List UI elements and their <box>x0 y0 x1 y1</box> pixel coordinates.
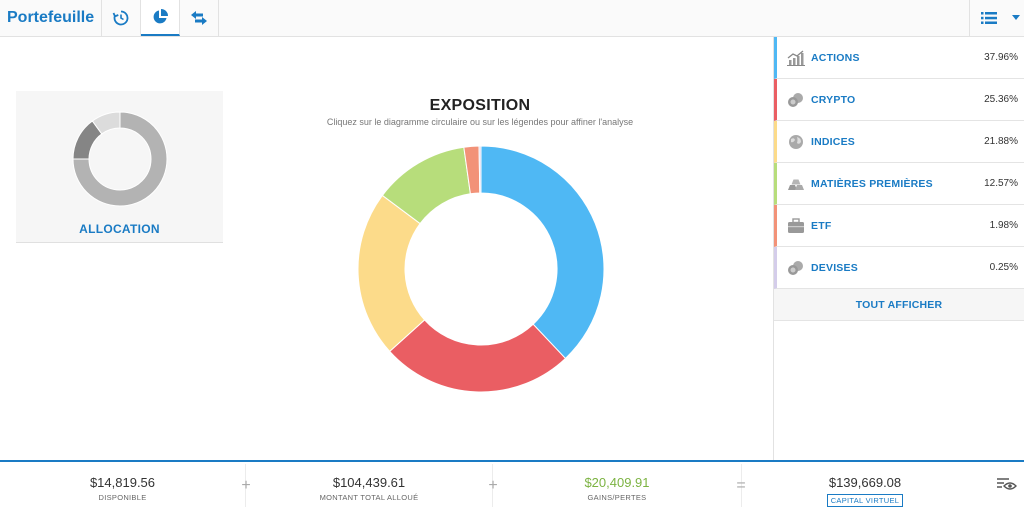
history-icon <box>112 10 129 26</box>
capital-value: $139,669.08 <box>828 475 902 490</box>
portfolio-summary-bar: $14,819.56 DISPONIBLE + $104,439.61 MONT… <box>0 460 1024 507</box>
coins-icon <box>786 91 806 109</box>
capital-summary: $139,669.08 CAPITAL VIRTUEL <box>742 462 988 507</box>
briefcase-icon <box>786 217 806 235</box>
view-dropdown[interactable] <box>1008 0 1024 36</box>
chart-subtitle: Cliquez sur le diagramme circulaire ou s… <box>326 117 634 127</box>
legend-percent: 0.25% <box>989 262 1018 273</box>
available-value: $14,819.56 <box>89 475 156 490</box>
stocks-chart-icon <box>786 49 806 67</box>
page-title: Portefeuille <box>0 0 102 36</box>
legend-percent: 1.98% <box>989 220 1018 231</box>
view-list-button[interactable] <box>969 0 1008 36</box>
available-summary: $14,819.56 DISPONIBLE <box>0 462 245 507</box>
pnl-value: $20,409.91 <box>584 475 650 490</box>
exposure-donut-chart <box>357 145 605 393</box>
allocation-donut-chart <box>72 111 168 207</box>
legend-item-etf[interactable]: ETF 1.98% <box>774 205 1024 247</box>
legend-item-indices[interactable]: INDICES 21.88% <box>774 121 1024 163</box>
equals-operator: = <box>736 477 746 494</box>
allocation-slice-0[interactable] <box>72 111 168 207</box>
tab-transactions[interactable] <box>180 0 219 36</box>
allocation-card[interactable]: ALLOCATION <box>16 91 223 243</box>
legend-item-actions[interactable]: ACTIONS 37.96% <box>774 37 1024 79</box>
legend-item-currencies[interactable]: DEVISES 0.25% <box>774 247 1024 289</box>
allocation-label: ALLOCATION <box>79 222 160 236</box>
exposure-slice-devises[interactable] <box>478 145 482 194</box>
legend-percent: 12.57% <box>984 178 1018 189</box>
legend-item-crypto[interactable]: CRYPTO 25.36% <box>774 79 1024 121</box>
currency-coins-icon <box>786 259 806 277</box>
show-all-button[interactable]: TOUT AFFICHER <box>774 289 1024 321</box>
allocated-value: $104,439.61 <box>332 475 406 490</box>
legend-label: ETF <box>811 219 832 232</box>
eye-list-icon <box>997 478 1017 490</box>
pie-chart-icon <box>153 9 168 24</box>
category-legend: ACTIONS 37.96% CRYPTO 25.36% INDICES 21.… <box>774 37 1024 321</box>
caret-down-icon <box>1012 15 1020 20</box>
legend-percent: 21.88% <box>984 136 1018 147</box>
plus-operator: + <box>241 477 251 494</box>
gold-bars-icon <box>786 175 806 193</box>
toggle-visibility-button[interactable] <box>996 476 1018 494</box>
allocation-slice-2[interactable] <box>91 111 121 135</box>
capital-label: CAPITAL VIRTUEL <box>826 494 904 507</box>
plus-operator: + <box>488 477 498 494</box>
tab-exposure[interactable] <box>141 0 180 36</box>
allocated-label: MONTANT TOTAL ALLOUÉ <box>319 493 419 502</box>
allocated-summary: $104,439.61 MONTANT TOTAL ALLOUÉ <box>246 462 492 507</box>
top-bar: Portefeuille <box>0 0 1024 37</box>
legend-percent: 37.96% <box>984 52 1018 63</box>
swap-arrows-icon <box>191 11 207 25</box>
legend-item-commodities[interactable]: MATIÈRES PREMIÈRES 12.57% <box>774 163 1024 205</box>
tab-history[interactable] <box>102 0 141 36</box>
pnl-label: GAINS/PERTES <box>587 493 647 502</box>
legend-label: INDICES <box>811 135 855 148</box>
legend-label: ACTIONS <box>811 51 860 64</box>
list-icon <box>981 12 997 24</box>
legend-percent: 25.36% <box>984 94 1018 105</box>
exposure-slice-crypto[interactable] <box>388 319 567 393</box>
available-label: DISPONIBLE <box>98 493 147 502</box>
legend-label: CRYPTO <box>811 93 856 106</box>
globe-icon <box>786 133 806 151</box>
pnl-summary: $20,409.91 GAINS/PERTES <box>493 462 741 507</box>
legend-label: DEVISES <box>811 261 858 274</box>
legend-label: MATIÈRES PREMIÈRES <box>811 177 933 190</box>
chart-title: EXPOSITION <box>429 97 531 114</box>
exposure-slice-actions[interactable] <box>480 145 605 360</box>
